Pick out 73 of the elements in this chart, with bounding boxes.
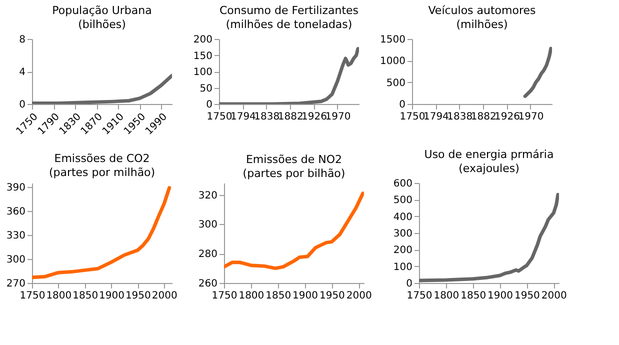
x-tick-label: 1882 (470, 112, 496, 122)
x-tick-label: 2000 (346, 290, 372, 302)
x-tick-label: 2000 (152, 290, 178, 302)
y-tick-label: 100 (393, 262, 412, 273)
y-tick-label: 600 (393, 178, 412, 190)
x-tick-label: 1850 (460, 290, 486, 302)
y-tick-label: 320 (198, 190, 218, 202)
x-tick-label: 1900 (292, 290, 318, 302)
x-tick-label: 1950 (514, 290, 540, 302)
chart-title: Veículos automores (428, 4, 536, 17)
y-tick-label: 360 (6, 206, 26, 218)
x-tick-label: 1900 (99, 290, 124, 302)
y-tick-label: 280 (198, 249, 218, 260)
y-tick-label: 1500 (380, 34, 406, 46)
chart-subtitle: (exajoules) (458, 162, 520, 175)
chart-title: Emissões de CO2 (54, 152, 150, 165)
y-tick-label: 0 (406, 278, 412, 290)
y-tick-label: 150 (193, 50, 212, 62)
y-tick-label: 300 (6, 254, 26, 266)
y-tick-label: 270 (6, 278, 26, 290)
chart-subtitle: (partes por milhão) (48, 166, 156, 179)
x-tick-label: 1970 (325, 112, 351, 122)
x-tick-label: 1900 (488, 290, 513, 302)
chart-subtitle: (milhões) (456, 18, 508, 31)
x-tick-label: 1794 (423, 112, 449, 122)
x-tick-label: 1838 (447, 112, 473, 122)
line-series (32, 186, 172, 280)
chart-title: Consumo de Fertilizantes (219, 4, 359, 17)
x-tick-label: 1750 (20, 290, 46, 302)
x-tick-label: 1800 (434, 290, 460, 302)
x-tick-label: 1750 (206, 112, 232, 122)
x-tick-label: 1882 (278, 112, 304, 122)
x-tick-label: 1800 (46, 290, 72, 302)
y-tick-label: 330 (6, 230, 26, 242)
x-tick-label: 2000 (541, 290, 567, 302)
y-tick-label: 300 (198, 220, 218, 231)
x-tick-label: 1800 (238, 290, 264, 302)
line-series (224, 192, 364, 270)
y-tick-label: 200 (193, 34, 212, 46)
x-tick-label: 1950 (319, 290, 345, 302)
y-tick-label: 390 (6, 182, 26, 194)
y-tick-label: 0 (19, 100, 26, 110)
x-tick-label: 1850 (72, 290, 98, 302)
y-tick-label: 50 (200, 83, 212, 94)
y-tick-label: 300 (393, 228, 412, 240)
chart-subtitle: (partes por bilhão) (242, 167, 346, 180)
y-tick-label: 500 (393, 195, 412, 206)
x-tick-label: 1926 (494, 112, 520, 122)
chart-title: Emissões de NO2 (246, 153, 342, 166)
y-tick-label: 500 (386, 78, 406, 89)
y-tick-label: 260 (198, 278, 218, 290)
x-tick-label: 1850 (266, 290, 292, 302)
chart-title: População Urbana (52, 4, 152, 17)
x-tick-label: 1750 (212, 290, 238, 302)
y-tick-label: 8 (19, 34, 26, 46)
x-tick-label: 1926 (302, 112, 327, 122)
y-tick-label: 0 (206, 100, 212, 110)
line-series (523, 46, 552, 98)
x-tick-label: 1750 (400, 112, 426, 122)
x-tick-label: 1750 (406, 290, 432, 302)
y-tick-label: 0 (399, 100, 406, 110)
x-tick-label: 1950 (125, 290, 151, 302)
x-tick-label: 1794 (230, 112, 256, 122)
x-tick-label: 1970 (518, 112, 544, 122)
chart-subtitle: (bilhões) (78, 18, 126, 31)
chart-title: Uso de energia prmária (424, 148, 554, 161)
chart-subtitle: (milhões de toneladas) (226, 18, 352, 31)
x-tick-label: 1838 (254, 112, 280, 122)
y-tick-label: 1000 (380, 56, 406, 68)
y-tick-label: 4 (19, 67, 26, 78)
y-tick-label: 200 (393, 245, 412, 256)
y-tick-label: 100 (193, 67, 212, 78)
y-tick-label: 400 (393, 212, 412, 223)
